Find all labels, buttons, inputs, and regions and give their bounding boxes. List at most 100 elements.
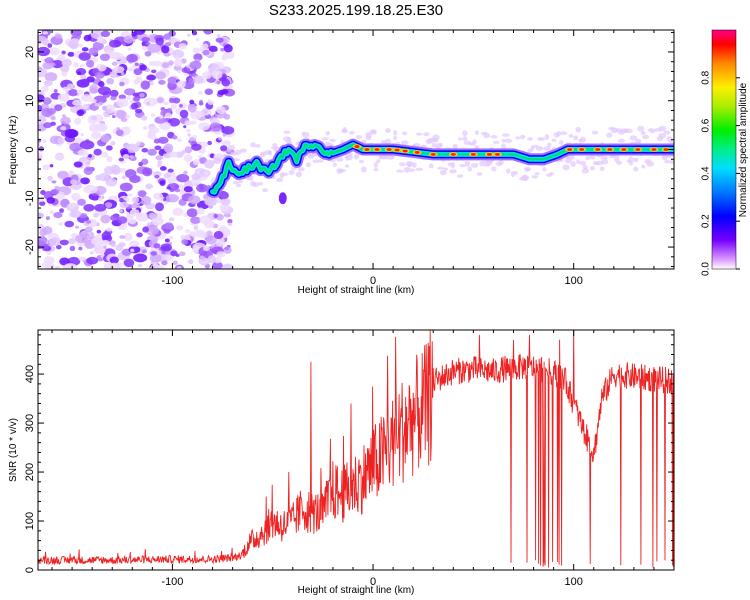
noise-blob	[193, 53, 203, 61]
halo-blob	[599, 166, 605, 172]
noise-blob	[75, 225, 79, 229]
noise-blob	[124, 88, 136, 96]
ridge-hotspot-core	[595, 148, 601, 151]
noise-blob	[50, 116, 56, 121]
halo-blob	[240, 148, 247, 153]
halo-blob	[482, 160, 487, 164]
halo-blob	[568, 133, 574, 138]
noise-blob	[129, 174, 141, 184]
top-x-tick-label: -100	[161, 275, 183, 287]
halo-blob	[305, 162, 312, 168]
halo-blob	[255, 143, 261, 148]
noise-blob	[42, 61, 54, 70]
noise-blob	[47, 43, 53, 48]
noise-blob	[119, 235, 126, 239]
halo-blob	[498, 159, 504, 166]
noise-blob	[93, 114, 104, 123]
halo-blob	[606, 132, 613, 138]
halo-blob	[393, 135, 398, 141]
noise-blob	[115, 129, 124, 136]
halo-blob	[640, 130, 646, 136]
noise-blob	[100, 134, 110, 143]
noise-blob	[79, 140, 95, 150]
noise-blob	[156, 162, 162, 168]
halo-blob	[288, 169, 295, 176]
noise-blob	[72, 99, 82, 106]
halo-blob	[543, 146, 551, 151]
noise-blob	[61, 114, 66, 118]
halo-blob	[585, 155, 591, 161]
noise-blob	[147, 43, 161, 53]
halo-blob	[325, 130, 330, 136]
halo-blob	[562, 164, 570, 171]
halo-blob	[520, 134, 526, 140]
noise-blob	[161, 45, 170, 54]
noise-blob	[91, 83, 98, 87]
noise-blob	[222, 263, 234, 269]
noise-blob	[119, 148, 129, 156]
noise-blob	[192, 159, 201, 166]
halo-blob	[405, 160, 414, 167]
halo-blob	[579, 136, 587, 143]
noise-blob	[155, 71, 166, 80]
noise-blob	[203, 30, 213, 35]
noise-blob	[139, 64, 147, 71]
noise-blob	[197, 154, 203, 159]
noise-blob	[155, 37, 164, 46]
noise-blob	[213, 231, 224, 240]
noise-blob	[183, 125, 187, 129]
noise-blob	[170, 103, 177, 110]
noise-blob	[207, 255, 216, 264]
noise-blob	[213, 157, 222, 164]
noise-blob	[188, 104, 197, 113]
halo-blob	[360, 166, 367, 173]
halo-blob	[531, 175, 539, 179]
noise-blob	[147, 133, 157, 140]
ridge-hotspot-core	[394, 148, 400, 152]
noise-blob	[126, 96, 131, 101]
halo-blob	[267, 150, 273, 156]
halo-blob	[624, 128, 633, 134]
noise-blob	[165, 112, 172, 119]
noise-blob	[204, 196, 217, 207]
noise-blob	[47, 175, 53, 181]
halo-blob	[459, 163, 466, 168]
noise-blob	[167, 177, 176, 184]
noise-blob	[60, 126, 67, 131]
noise-blob	[128, 218, 137, 225]
noise-blob	[164, 254, 174, 261]
noise-blob	[64, 220, 74, 228]
colorbar-label: Normalized spectral amplitude	[738, 82, 749, 217]
noise-blob	[123, 203, 127, 207]
noise-blob	[169, 151, 178, 158]
noise-blob	[116, 98, 129, 108]
halo-blob	[332, 162, 338, 167]
noise-blob	[141, 147, 149, 153]
noise-blob	[78, 43, 84, 47]
halo-blob	[443, 167, 449, 171]
halo-blob	[538, 137, 546, 142]
noise-blob	[133, 253, 148, 263]
noise-blob	[140, 115, 148, 121]
noise-blob	[120, 71, 125, 76]
ridge-hotspot-core	[374, 148, 380, 151]
noise-blob	[144, 51, 152, 57]
noise-blob	[90, 115, 97, 121]
noise-blob	[128, 245, 141, 254]
noise-blob	[136, 232, 143, 238]
noise-blob	[192, 134, 197, 139]
halo-blob	[637, 125, 645, 132]
noise-blob	[129, 155, 135, 159]
noise-blob	[93, 148, 102, 156]
noise-blob	[49, 164, 54, 168]
noise-blob	[100, 65, 106, 70]
halo-blob	[438, 142, 443, 147]
halo-blob	[570, 161, 577, 168]
noise-blob	[163, 228, 171, 234]
noise-blob	[68, 89, 78, 97]
noise-blob	[109, 256, 119, 264]
noise-blob	[54, 153, 64, 161]
noise-blob	[95, 240, 104, 247]
noise-blob	[104, 202, 113, 208]
noise-blob	[46, 108, 57, 115]
